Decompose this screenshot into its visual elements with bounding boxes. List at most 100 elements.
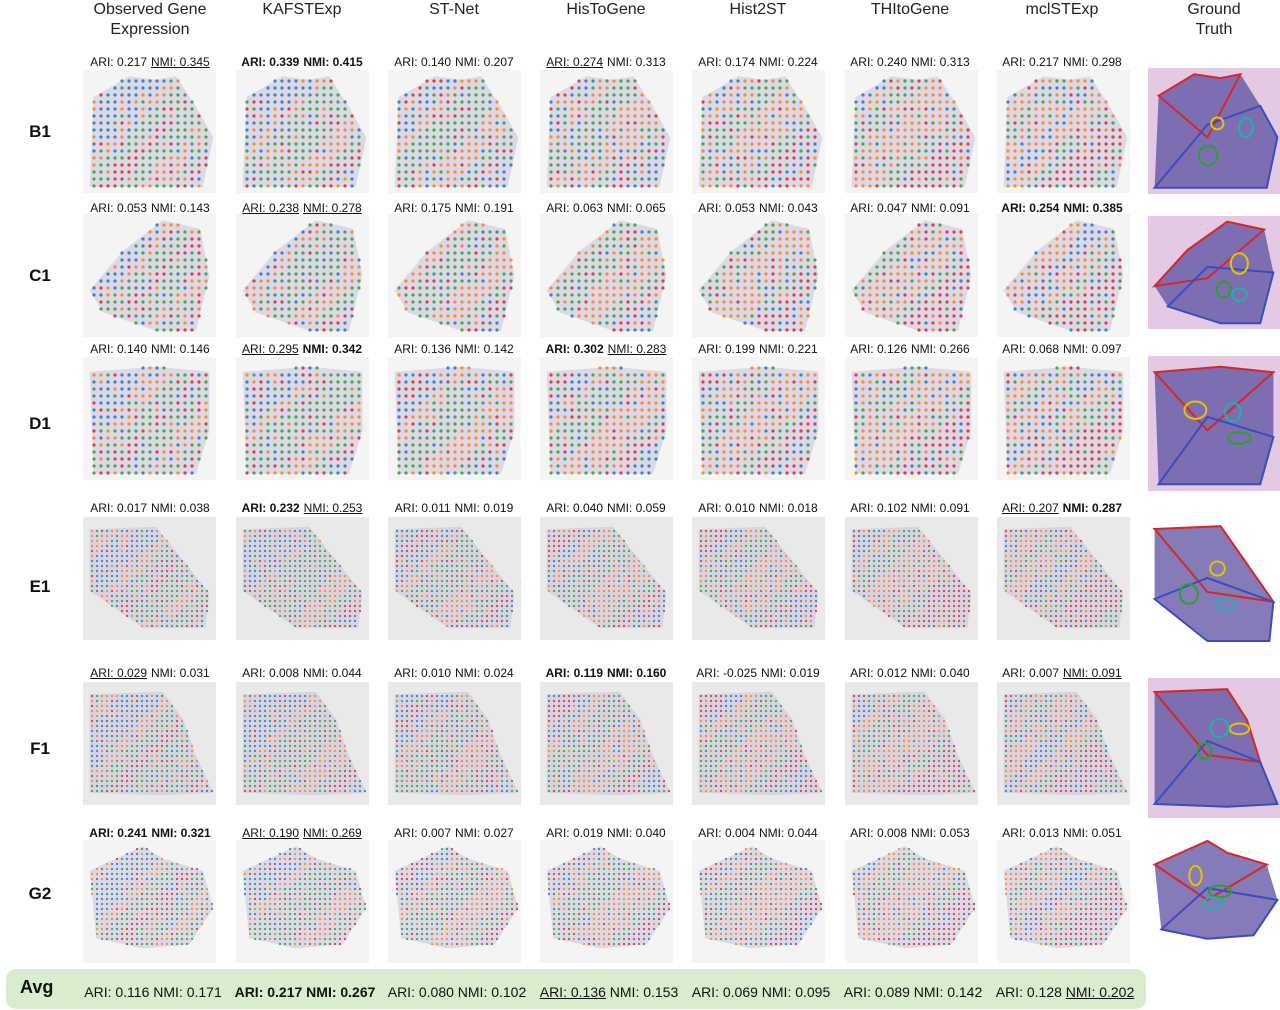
spot bbox=[903, 457, 907, 461]
spot bbox=[169, 128, 173, 132]
metric-pair: ARI: 0.053 NMI: 0.043 bbox=[683, 201, 833, 215]
spot bbox=[148, 100, 152, 104]
spot bbox=[910, 394, 914, 398]
spot bbox=[404, 300, 408, 304]
spot bbox=[190, 237, 194, 241]
spot bbox=[619, 286, 623, 290]
spot bbox=[882, 163, 886, 167]
spot bbox=[439, 422, 443, 426]
spot bbox=[266, 401, 270, 405]
spot bbox=[481, 436, 485, 440]
spot bbox=[460, 286, 464, 290]
spot bbox=[1027, 314, 1031, 318]
spot bbox=[301, 163, 305, 167]
spot bbox=[868, 107, 872, 111]
spot bbox=[736, 251, 740, 255]
spot bbox=[743, 93, 747, 97]
spot bbox=[336, 422, 340, 426]
spot bbox=[661, 429, 665, 433]
spot bbox=[605, 79, 609, 83]
spot bbox=[799, 107, 803, 111]
spot bbox=[481, 128, 485, 132]
spot bbox=[806, 237, 810, 241]
spot bbox=[924, 223, 928, 227]
spot bbox=[570, 86, 574, 90]
spot bbox=[1062, 401, 1066, 405]
spot bbox=[301, 464, 305, 468]
spot bbox=[924, 79, 928, 83]
spot bbox=[577, 184, 581, 188]
spot bbox=[896, 415, 900, 419]
spot bbox=[141, 244, 145, 248]
spot bbox=[343, 251, 347, 255]
spot bbox=[460, 443, 464, 447]
spot bbox=[155, 415, 159, 419]
spot bbox=[722, 464, 726, 468]
spot bbox=[481, 184, 485, 188]
spot bbox=[757, 86, 761, 90]
spot bbox=[245, 422, 249, 426]
spot bbox=[495, 156, 499, 160]
spot bbox=[612, 471, 616, 475]
spot bbox=[750, 237, 754, 241]
spot bbox=[315, 114, 319, 118]
spot bbox=[771, 443, 775, 447]
spot bbox=[952, 258, 956, 262]
spot bbox=[252, 401, 256, 405]
metric-pair: ARI: 0.017 NMI: 0.038 bbox=[75, 501, 225, 515]
spot bbox=[418, 436, 422, 440]
spot bbox=[162, 408, 166, 412]
spot bbox=[460, 366, 464, 370]
spot bbox=[882, 265, 886, 269]
spot bbox=[1006, 184, 1010, 188]
spot bbox=[1097, 272, 1101, 276]
spot bbox=[460, 237, 464, 241]
spot bbox=[432, 380, 436, 384]
spot bbox=[357, 394, 361, 398]
spot bbox=[722, 100, 726, 104]
spot bbox=[453, 86, 457, 90]
spot bbox=[556, 156, 560, 160]
spot bbox=[952, 293, 956, 297]
spot bbox=[952, 387, 956, 391]
spot bbox=[896, 450, 900, 454]
spot bbox=[92, 450, 96, 454]
spot bbox=[99, 107, 103, 111]
spot bbox=[1104, 373, 1108, 377]
spot bbox=[120, 314, 124, 318]
spot bbox=[183, 170, 187, 174]
spot bbox=[570, 307, 574, 311]
spot bbox=[903, 135, 907, 139]
spot bbox=[113, 422, 117, 426]
spot bbox=[127, 107, 131, 111]
spot bbox=[1062, 314, 1066, 318]
spot bbox=[605, 450, 609, 454]
spot bbox=[640, 450, 644, 454]
spot bbox=[141, 457, 145, 461]
spot bbox=[106, 272, 110, 276]
spot bbox=[806, 244, 810, 248]
spot bbox=[106, 142, 110, 146]
spot bbox=[1076, 401, 1080, 405]
spot bbox=[598, 86, 602, 90]
spot bbox=[183, 93, 187, 97]
spot bbox=[502, 387, 506, 391]
spot bbox=[549, 443, 553, 447]
spot bbox=[619, 149, 623, 153]
spot bbox=[425, 436, 429, 440]
spot bbox=[1090, 328, 1094, 332]
spot bbox=[197, 156, 201, 160]
spot bbox=[1062, 149, 1066, 153]
spot bbox=[329, 286, 333, 290]
spot bbox=[481, 170, 485, 174]
spot bbox=[99, 163, 103, 167]
spot bbox=[190, 293, 194, 297]
spot bbox=[481, 457, 485, 461]
spot bbox=[882, 401, 886, 405]
spot bbox=[729, 79, 733, 83]
spot bbox=[661, 394, 665, 398]
spot bbox=[120, 293, 124, 297]
spot bbox=[799, 244, 803, 248]
spot bbox=[619, 142, 623, 146]
spot bbox=[861, 443, 865, 447]
